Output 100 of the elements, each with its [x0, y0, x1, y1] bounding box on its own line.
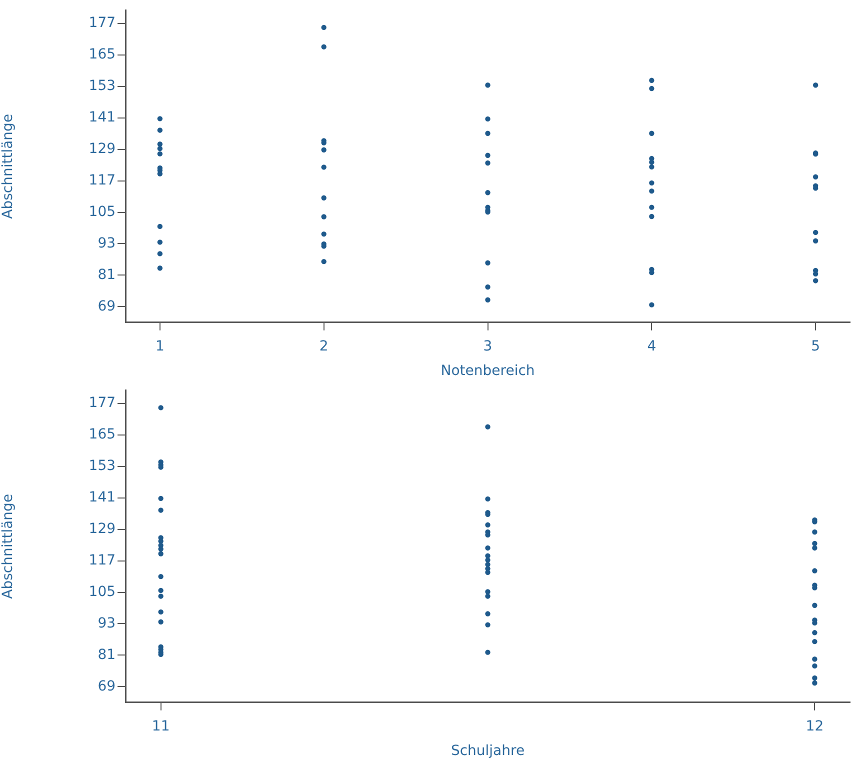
y-tick-label: 117 — [88, 172, 116, 188]
point — [321, 44, 326, 50]
point — [812, 174, 818, 180]
x-axis-title: Schuljahre — [450, 743, 525, 760]
point — [485, 160, 490, 166]
point — [485, 130, 490, 136]
point — [649, 86, 654, 92]
point — [157, 151, 163, 156]
y-tick-label: 177 — [88, 395, 116, 412]
point — [649, 214, 654, 220]
x-tick-label: 11 — [152, 718, 170, 734]
point — [649, 160, 654, 165]
point — [485, 424, 490, 430]
y-tick-label: 93 — [98, 235, 116, 252]
point — [157, 240, 163, 245]
point — [485, 545, 490, 551]
point — [158, 619, 164, 625]
point — [485, 190, 490, 196]
point — [158, 508, 164, 513]
point — [649, 130, 654, 136]
point — [485, 82, 490, 88]
y-tick-label: 165 — [88, 426, 116, 443]
y-tick-label: 153 — [88, 78, 116, 94]
point — [157, 116, 163, 122]
point — [485, 622, 490, 628]
point — [485, 522, 490, 528]
point — [157, 251, 163, 256]
y-axis-title: Abschnittlänge — [0, 494, 16, 599]
y-tick-label: 153 — [88, 458, 116, 474]
point — [157, 224, 163, 230]
point — [485, 589, 490, 594]
y-tick-label: 93 — [98, 615, 116, 632]
point — [812, 230, 818, 236]
point — [649, 180, 654, 186]
point — [485, 260, 490, 266]
y-tick-label: 129 — [88, 141, 116, 157]
point — [321, 214, 326, 220]
point — [649, 302, 654, 308]
point — [649, 78, 654, 84]
point — [485, 496, 490, 502]
point — [812, 638, 818, 644]
point — [485, 650, 490, 655]
x-tick-label: 5 — [811, 338, 820, 354]
point — [158, 594, 164, 599]
point — [812, 630, 818, 636]
x-axis-title: Notenbereich — [440, 363, 535, 380]
point — [812, 675, 818, 681]
point — [812, 545, 818, 551]
point — [321, 147, 326, 152]
y-tick-label: 177 — [88, 15, 116, 32]
point — [812, 82, 818, 88]
point — [158, 609, 164, 615]
point — [485, 297, 490, 302]
point — [158, 496, 164, 502]
point — [812, 540, 818, 546]
y-tick-label: 69 — [98, 678, 116, 694]
y-tick-label: 105 — [88, 584, 116, 600]
point — [321, 164, 326, 170]
point — [812, 656, 818, 662]
point — [649, 164, 654, 170]
point — [812, 529, 818, 535]
point — [158, 405, 164, 410]
y-tick-label: 81 — [98, 646, 116, 663]
x-tick-label: 2 — [319, 338, 328, 354]
point — [812, 278, 818, 284]
y-tick-label: 165 — [88, 46, 116, 63]
y-tick-label: 141 — [88, 110, 116, 126]
point — [812, 602, 818, 608]
point — [321, 258, 326, 264]
point — [812, 680, 818, 686]
point — [158, 574, 164, 580]
point — [157, 142, 163, 147]
point — [321, 24, 326, 30]
y-tick-label: 69 — [98, 298, 116, 314]
point — [812, 238, 818, 244]
x-tick-label: 3 — [483, 338, 492, 354]
point — [157, 128, 163, 133]
point — [485, 594, 490, 599]
point — [485, 152, 490, 158]
x-tick-label: 12 — [806, 718, 824, 734]
point — [158, 551, 164, 556]
y-tick-label: 105 — [88, 204, 116, 220]
y-tick-label: 141 — [88, 490, 116, 506]
y-tick-label: 117 — [88, 552, 116, 568]
point — [485, 611, 490, 616]
point — [485, 116, 490, 122]
point — [157, 266, 163, 271]
point — [812, 568, 818, 574]
point — [157, 146, 163, 152]
y-axis-title: Abschnittlänge — [0, 114, 16, 219]
y-tick-label: 81 — [98, 266, 116, 283]
point — [158, 588, 164, 594]
x-tick-label: 1 — [155, 338, 164, 354]
point — [321, 231, 326, 237]
point — [649, 204, 654, 210]
y-tick-label: 129 — [88, 521, 116, 537]
point — [812, 663, 818, 669]
point — [485, 284, 490, 290]
point — [321, 195, 326, 200]
point — [649, 188, 654, 194]
